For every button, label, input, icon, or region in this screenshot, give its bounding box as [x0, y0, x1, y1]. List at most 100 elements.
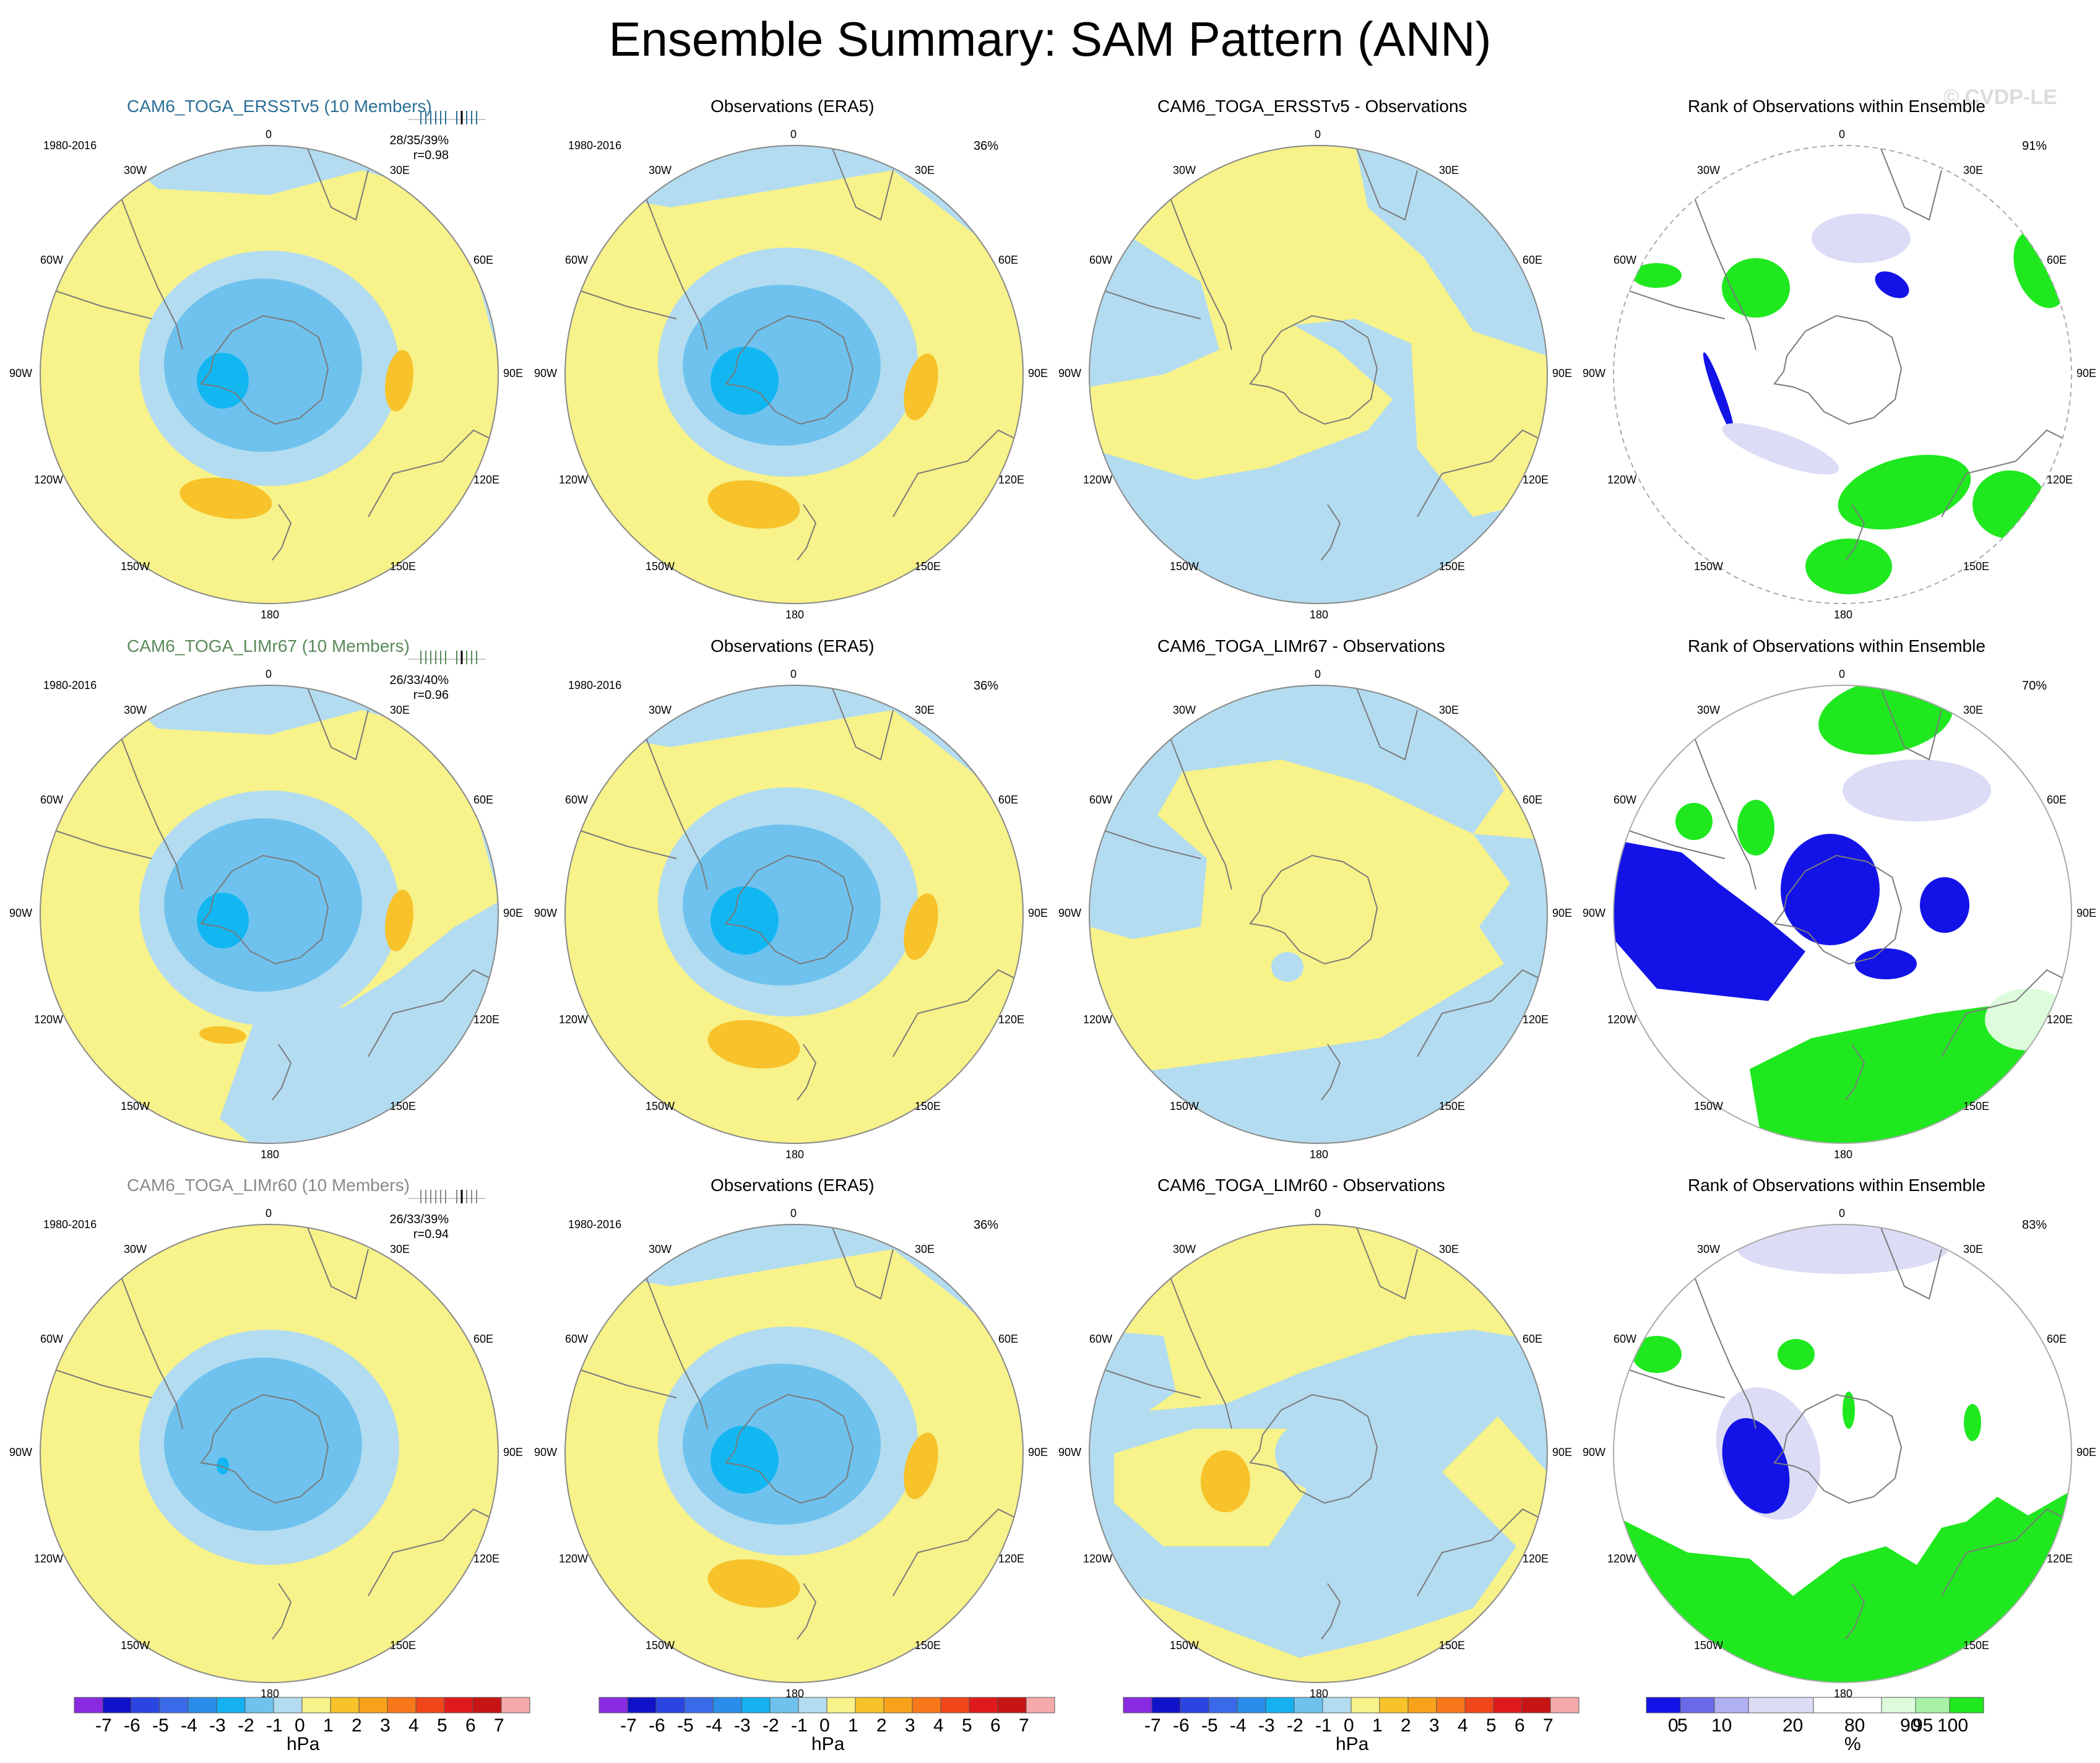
lon-label-150e: 150E: [390, 560, 417, 573]
colorbar-tick-label: 95: [1912, 1715, 1934, 1736]
period-label: 1980-2016: [568, 139, 622, 152]
coastline-new-zealand: [1321, 1583, 1341, 1640]
colorbar-tick-label: 4: [933, 1715, 944, 1736]
coastline-australia: [1417, 429, 1547, 518]
coastline-south-america: [642, 728, 708, 890]
map-border: [1089, 1224, 1548, 1683]
lon-label-0: 0: [266, 668, 272, 680]
anomaly-contour-2: [683, 285, 881, 446]
high-pressure-east: [385, 890, 413, 951]
lon-label-60w: 60W: [40, 254, 64, 266]
colorbar-swatch: [684, 1697, 714, 1713]
lon-label-150w: 150W: [1170, 1100, 1199, 1112]
lon-label-30w: 30W: [1697, 164, 1721, 176]
lon-label-180: 180: [785, 1687, 805, 1700]
colorbar-swatch: [1680, 1697, 1715, 1713]
pct-explained-label: 28/35/39%: [389, 134, 449, 147]
colorbar-tick-label: 0: [1344, 1715, 1354, 1736]
rank-lowish-region: [1737, 1224, 1948, 1274]
high-pressure-pacific: [707, 480, 800, 529]
map-border: [564, 685, 1024, 1144]
coastline-new-zealand: [797, 1583, 817, 1640]
colorbar-swatch: [387, 1697, 417, 1713]
rank-high-region: [1838, 454, 1971, 530]
lon-label-90w: 90W: [1583, 367, 1606, 379]
anomaly-contour-3: [217, 1457, 229, 1475]
anomaly-contour-2: [164, 818, 362, 992]
colorbar-swatch: [301, 1697, 331, 1713]
coastline-africa: [1355, 145, 1418, 221]
lon-label-150e: 150E: [390, 1639, 417, 1652]
coastline-south-america: [1166, 1267, 1232, 1429]
lon-label-180: 180: [1834, 1148, 1853, 1161]
colorbar-tick-label: -1: [1315, 1715, 1332, 1736]
coastline-africa: [831, 685, 894, 761]
coastline-new-zealand: [1321, 1044, 1341, 1101]
anomaly-contour-2: [683, 825, 881, 985]
rank-pct-label: 83%: [2022, 1218, 2047, 1232]
diff-positive-core: [1201, 1450, 1250, 1512]
diff-negative-blob: [1271, 952, 1303, 982]
colorbar-swatch: [826, 1697, 856, 1713]
colorbar-unit: hPa: [287, 1734, 320, 1754]
colorbar-tick-label: 2: [1401, 1715, 1411, 1736]
lon-label-150w: 150W: [646, 1639, 675, 1652]
high-pressure-east: [904, 893, 938, 960]
lon-label-120w: 120W: [1083, 1013, 1113, 1026]
lon-label-30w: 30W: [124, 704, 147, 716]
diff-negative-center: [1275, 1416, 1374, 1491]
lon-label-150w: 150W: [646, 1100, 675, 1112]
colorbar-swatch: [1949, 1697, 1984, 1713]
coastline-antarctica: [1773, 314, 1903, 425]
lon-label-120w: 120W: [559, 474, 589, 486]
obs-title: Observations (ERA5): [711, 636, 875, 656]
coastline-africa: [831, 1224, 894, 1300]
rank-panel-row1: [1614, 145, 2072, 604]
map-border: [1613, 145, 2072, 604]
lon-label-0: 0: [1839, 128, 1846, 141]
lon-label-120w: 120W: [34, 1553, 64, 1565]
coastline-new-zealand: [272, 1044, 292, 1101]
colorbar-tick-label: 4: [1458, 1715, 1468, 1736]
colorbar-tick-label: 10: [1711, 1715, 1732, 1736]
coastline-africa: [1879, 1224, 1942, 1300]
lon-label-90e: 90E: [1028, 1446, 1048, 1458]
coastline-south-america-south: [571, 827, 677, 859]
colorbar-tick-label: 80: [1844, 1715, 1865, 1736]
lon-label-120w: 120W: [1607, 1013, 1637, 1026]
colorbar-tick-label: -5: [677, 1715, 694, 1736]
lon-label-120e: 120E: [1523, 1553, 1549, 1565]
lon-label-120w: 120W: [34, 1013, 64, 1026]
coastline-antarctica: [1249, 854, 1378, 965]
colorbar-tick-label: 7: [1543, 1715, 1553, 1736]
lon-label-120w: 120W: [1607, 1553, 1637, 1565]
obs-title: Observations (ERA5): [711, 1176, 875, 1195]
colorbar-swatch: [1407, 1697, 1437, 1713]
colorbar-tick-label: 20: [1782, 1715, 1804, 1736]
anomaly-contour-3: [711, 1426, 779, 1494]
coastline-new-zealand: [1845, 504, 1865, 561]
coastline-antarctica: [725, 1393, 854, 1504]
rank-lowish-region: [1812, 214, 1911, 263]
anomaly-contour-2: [683, 1364, 881, 1525]
rank-lowish-region: [1722, 423, 1839, 475]
high-pressure-east: [904, 353, 938, 420]
colorbar-unit: hPa: [1336, 1734, 1369, 1754]
lon-label-30e: 30E: [1963, 1243, 1984, 1255]
rank-low-region: [1614, 840, 1805, 1001]
colorbar-swatch: [997, 1697, 1027, 1713]
lon-label-150w: 150W: [1694, 560, 1724, 573]
lon-label-0: 0: [1839, 1207, 1846, 1219]
lon-label-120w: 120W: [559, 1553, 589, 1565]
lon-label-90e: 90E: [2076, 1446, 2097, 1458]
lon-label-30e: 30E: [390, 704, 410, 716]
rank-panel-row3: [1614, 1224, 2072, 1683]
coastline-antarctica: [1249, 1393, 1378, 1504]
diff-panel-row2: [1089, 685, 1547, 1143]
rank-high-region: [1778, 1339, 1815, 1370]
obs-pct-label: 36%: [974, 679, 999, 693]
lon-label-150e: 150E: [1963, 560, 1990, 573]
obs-pct-label: 36%: [974, 1218, 999, 1232]
lon-label-60e: 60E: [1523, 1333, 1543, 1345]
lon-label-60e: 60E: [1523, 794, 1543, 806]
